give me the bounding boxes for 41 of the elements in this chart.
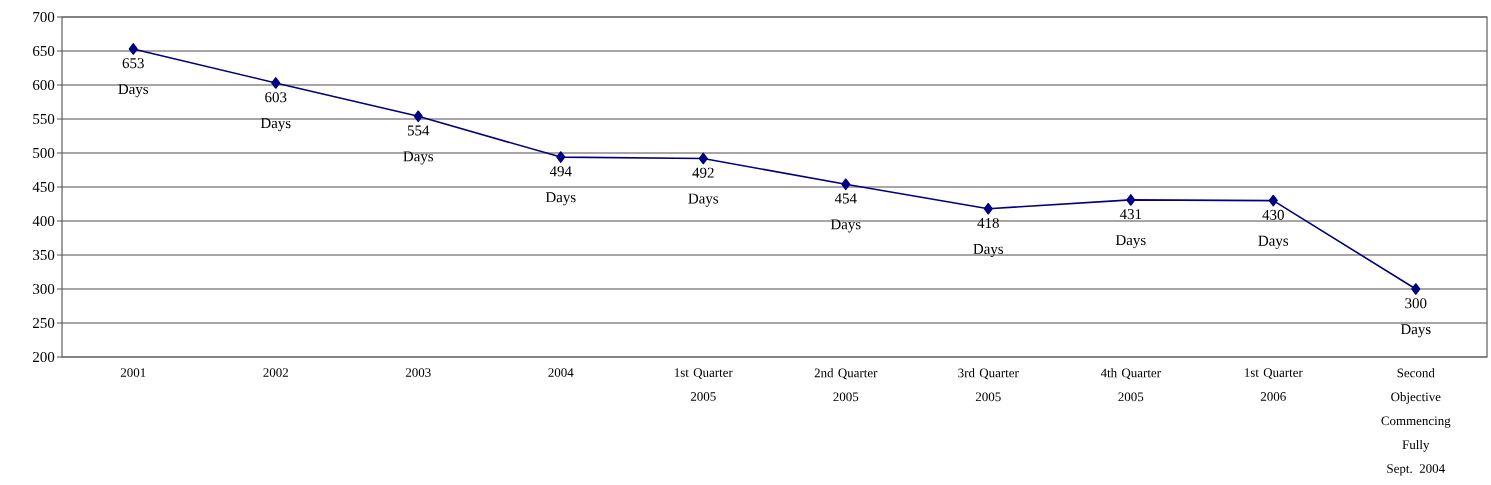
x-tick-label: 1st Quarter 2005 xyxy=(674,368,733,401)
point xyxy=(556,151,566,163)
y-tick-label: 450 xyxy=(32,181,55,193)
x-tick-label: 1st Quarter 2006 xyxy=(1244,368,1303,401)
point xyxy=(271,77,281,89)
data-label: 430 Days xyxy=(1258,209,1289,249)
data-label: 418 Days xyxy=(973,217,1004,258)
point xyxy=(1411,283,1421,295)
data-label: 492 Days xyxy=(688,167,719,207)
y-tick-label: 500 xyxy=(33,147,55,159)
y-tick-label: 250 xyxy=(33,317,55,329)
x-tick-label: Second Objective Commencing Fully Sept. 2004 xyxy=(1381,368,1451,476)
data-label: 300 Days xyxy=(1400,298,1431,338)
point xyxy=(1268,194,1278,207)
data-label: 494 Days xyxy=(545,166,576,206)
point xyxy=(841,178,851,191)
point xyxy=(413,110,423,123)
data-label: 431 Days xyxy=(1115,209,1146,249)
y-tick-label: 300 xyxy=(33,283,55,295)
data-label: 554 Days xyxy=(403,125,434,165)
data-label: 603 Days xyxy=(260,92,291,132)
y-tick-label: 700 xyxy=(33,11,55,23)
point xyxy=(128,43,138,55)
y-tick-label: 350 xyxy=(33,249,55,261)
point xyxy=(983,202,993,215)
x-tick-label: 2001 xyxy=(120,368,146,377)
x-tick-label: 2003 xyxy=(405,368,431,377)
y-tick-label: 650 xyxy=(33,45,55,57)
x-tick-label: 3rd Quarter 2005 xyxy=(958,368,1019,402)
y-tick-label: 200 xyxy=(33,351,55,363)
data-label: 454 Days xyxy=(830,193,861,233)
x-tick-label: 4th Quarter 2005 xyxy=(1100,368,1161,402)
y-tick-label: 400 xyxy=(32,215,55,227)
point xyxy=(698,152,708,165)
y-tick-label: 600 xyxy=(33,79,55,91)
data-label: 653 Days xyxy=(118,58,149,98)
x-tick-label: 2nd Quarter 2005 xyxy=(814,368,878,402)
x-tick-label: 2002 xyxy=(263,368,288,377)
x-tick-label: 2004 xyxy=(548,368,574,377)
point xyxy=(1126,194,1136,206)
y-tick-label: 550 xyxy=(33,113,55,125)
